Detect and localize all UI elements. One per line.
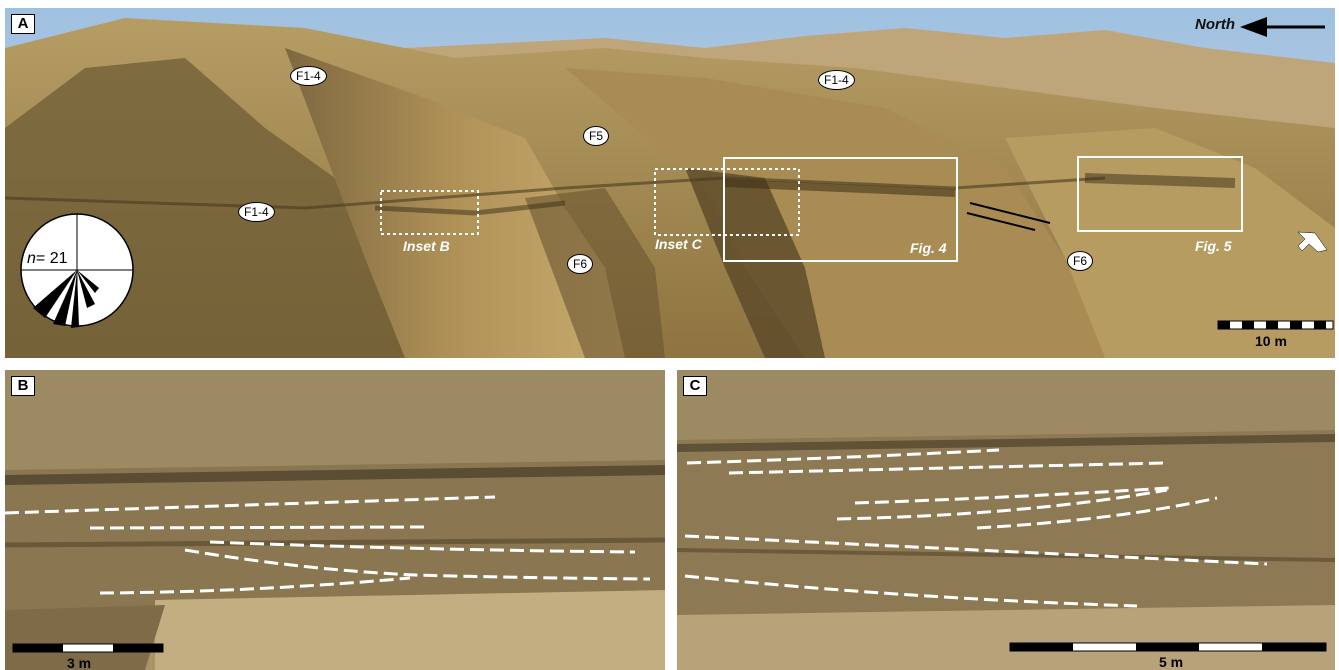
panel-b-outcrop bbox=[5, 370, 665, 670]
scale-label-b: 3 m bbox=[67, 655, 92, 670]
label-f6-left: F6 bbox=[567, 254, 594, 274]
scale-label-a: 10 m bbox=[1255, 333, 1287, 349]
label-f6-right: F6 bbox=[1067, 251, 1094, 271]
panel-letter-c: C bbox=[683, 376, 707, 396]
rose-n-label: n= 21 bbox=[27, 250, 68, 268]
rose-n-italic: n bbox=[27, 250, 36, 267]
label-f1-4-top-right: F1-4 bbox=[818, 70, 855, 90]
panel-b-photo: B 3 m bbox=[5, 370, 665, 670]
panel-a-photo: A North F1-4 F1-4 F1-4 F5 F6 F6 Inset B … bbox=[5, 8, 1335, 358]
rose-diagram bbox=[20, 213, 134, 328]
scale-label-c: 5 m bbox=[1159, 654, 1184, 670]
fig-4-label: Fig. 4 bbox=[910, 240, 947, 256]
rose-n-value: = 21 bbox=[35, 250, 68, 267]
label-f1-4-left: F1-4 bbox=[238, 202, 275, 222]
label-f1-4-top-left: F1-4 bbox=[290, 66, 327, 86]
inset-c-label: Inset C bbox=[655, 236, 702, 252]
panel-c-photo: C 5 m bbox=[677, 370, 1335, 670]
fig-5-label: Fig. 5 bbox=[1195, 238, 1232, 254]
label-f5: F5 bbox=[583, 126, 610, 146]
scale-bar-a bbox=[1217, 320, 1334, 330]
panel-letter-a: A bbox=[11, 14, 35, 34]
north-label: North bbox=[1195, 16, 1235, 33]
inset-b-label: Inset B bbox=[403, 238, 450, 254]
panel-a-landscape bbox=[5, 8, 1335, 358]
panel-c-outcrop bbox=[677, 370, 1335, 670]
panel-letter-b: B bbox=[11, 376, 35, 396]
